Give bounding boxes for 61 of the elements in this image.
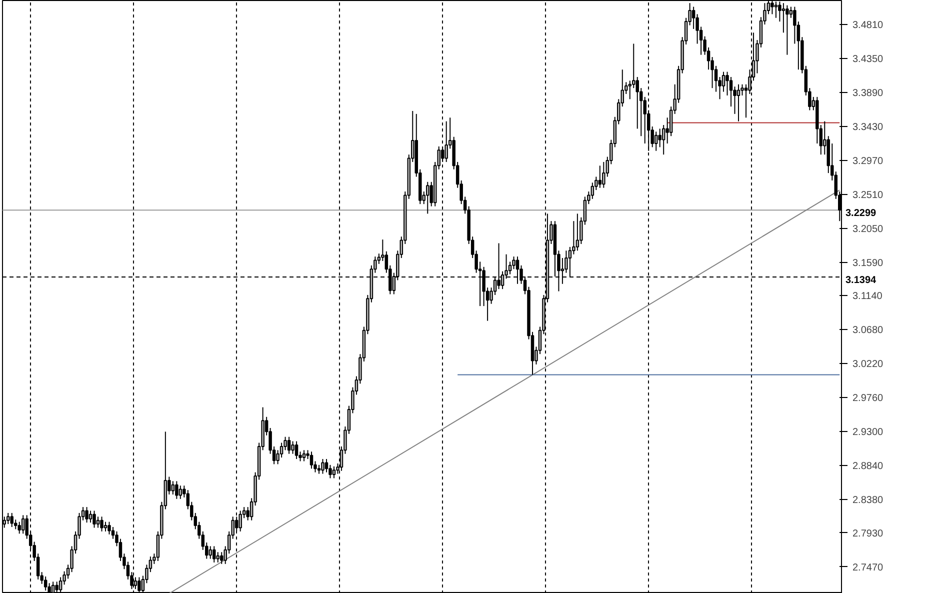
candlestick [782,2,786,34]
candlestick [321,458,324,474]
y-tick-label: 3.0680 [852,325,884,336]
y-tick-label: 2.9760 [852,393,884,404]
candlestick [576,213,580,252]
y-tick-label: 3.0220 [852,359,884,370]
candlestick [291,440,294,454]
candlestick [100,516,104,532]
candlestick [287,436,291,454]
y-tick-label: 3.3430 [852,122,884,133]
candlestick [212,546,216,563]
candlestick [88,510,92,524]
candlestick [18,521,21,534]
y-tick-label: 3.2970 [852,156,884,167]
candlestick [444,120,448,162]
candlestick [171,480,175,495]
candlestick [234,516,238,532]
candlestick [426,181,430,214]
candlestick [10,512,14,528]
candlestick [178,485,182,500]
candlestick [729,76,733,108]
y-tick-label: 3.4810 [852,20,884,32]
ref-line-label: 3.2299 [846,208,877,220]
candlestick [332,466,336,479]
candlestick [96,516,100,528]
y-tick-label: 3.1140 [852,291,883,302]
candlestick [602,161,606,188]
candlestick [692,6,696,30]
candlestick [238,510,242,532]
candlestick [216,552,220,563]
candlestick [736,84,740,122]
y-tick-label: 2.8840 [852,461,884,472]
candlestick [6,512,10,525]
candlestick [786,4,789,56]
candlestick [21,514,25,534]
y-tick-label: 2.7470 [852,562,884,574]
candlestick [92,510,96,528]
candlestick [658,128,662,148]
y-tick-label: 3.1590 [852,258,884,269]
candlestick [104,521,108,532]
candlestick [662,124,666,156]
y-tick-label: 3.4350 [852,54,884,66]
candlestick [294,440,298,460]
candlestick [654,131,658,152]
y-tick-label: 2.7930 [852,528,884,540]
ref-line-label: 3.1394 [846,274,877,286]
y-tick-label: 3.3890 [852,88,884,99]
candlestick [208,546,212,560]
candlestick [598,165,602,188]
candlestick [134,576,138,590]
candlestick [175,480,178,500]
candlestick [220,552,224,564]
y-tick-label: 2.9300 [852,427,884,438]
candlestick [85,506,88,524]
candlestick [440,146,444,162]
candlestick [310,451,314,470]
y-tick-label: 2.8380 [852,495,884,506]
y-tick-label: 3.2510 [852,190,884,201]
candlestick [302,450,306,462]
candlestick [108,521,111,535]
y-tick-label: 3.2050 [852,224,884,235]
